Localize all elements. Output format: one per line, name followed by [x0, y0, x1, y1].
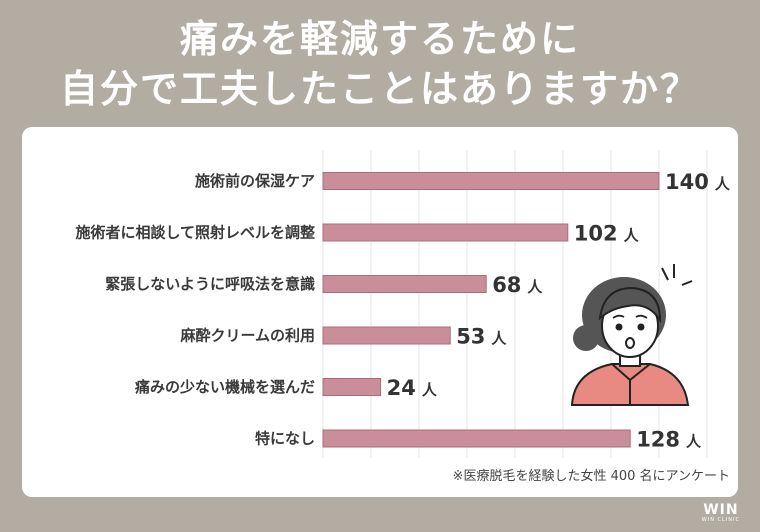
value-label: 53 人 [456, 325, 507, 349]
value-label: 102 人 [574, 222, 640, 246]
category-label: 緊張しないように呼吸法を意識 [105, 275, 315, 293]
category-label: 施術前の保湿ケア [195, 172, 315, 190]
bar [322, 275, 487, 293]
bar [322, 172, 660, 190]
category-label: 痛みの少ない機械を選んだ [134, 378, 315, 396]
category-label: 特になし [255, 430, 315, 448]
worried-woman-illustration [570, 264, 693, 406]
value-label: 140 人 [665, 170, 731, 194]
logo-sub: WIN CLINIC [701, 517, 740, 523]
win-clinic-logo: WIN WIN CLINIC [702, 503, 740, 524]
survey-footnote: ※医療脱毛を経験した女性 400 名にアンケート [452, 469, 730, 484]
value-label: 68 人 [492, 273, 543, 297]
bar [322, 378, 382, 396]
value-label: 128 人 [636, 428, 702, 452]
category-label: 施術者に相談して照射レベルを調整 [75, 224, 315, 242]
value-label: 24 人 [387, 376, 438, 400]
category-label: 麻酔クリームの利用 [179, 327, 315, 345]
bar [322, 326, 451, 345]
title-line-2: 自分で工夫したことはありますか？ [59, 67, 700, 111]
bar [322, 223, 569, 242]
bar [322, 429, 631, 448]
chart-title: 痛みを軽減するために 自分で工夫したことはありますか？ [0, 14, 760, 114]
title-line-1: 痛みを軽減するために [179, 17, 580, 61]
logo-brand: WIN [703, 502, 739, 518]
